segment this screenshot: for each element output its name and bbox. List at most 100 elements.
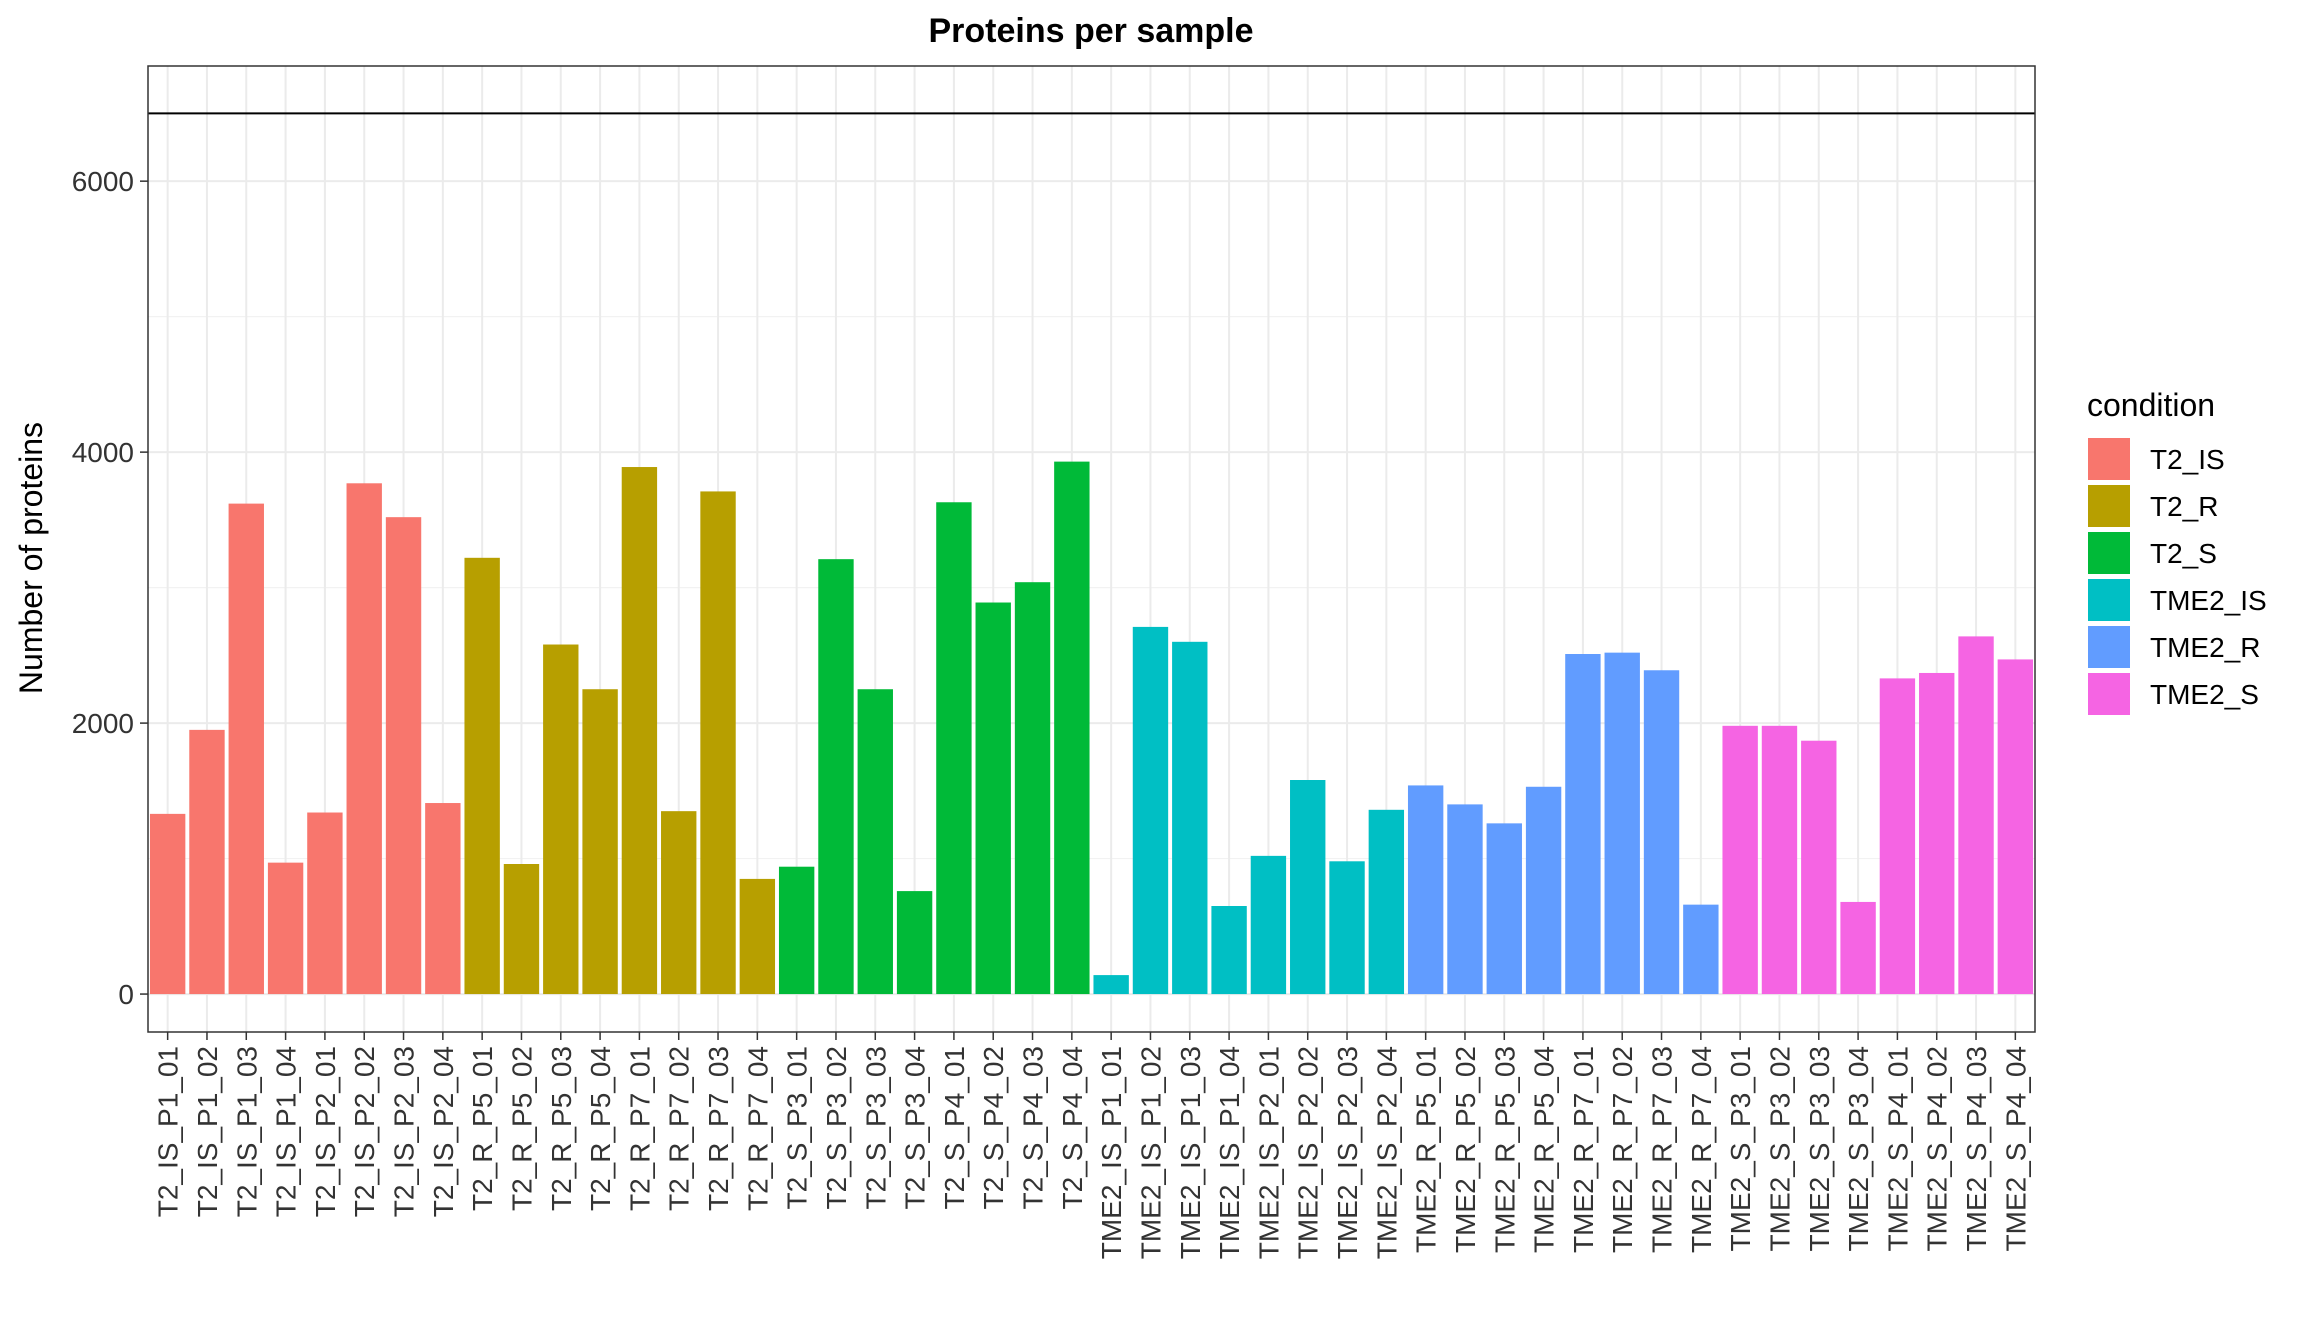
x-tick-label: TME2_R_P7_03 [1647, 1046, 1678, 1253]
x-tick-label: TME2_R_P7_04 [1686, 1046, 1717, 1253]
bar [1407, 785, 1444, 995]
x-tick-label: TME2_S_P4_03 [1961, 1046, 1992, 1251]
x-tick-label: TME2_S_P4_01 [1882, 1046, 1913, 1251]
x-tick-label: T2_IS_P1_03 [231, 1046, 262, 1217]
y-axis: 0 2000 4000 6000 [72, 166, 148, 1010]
x-tick-label: T2_R_P5_01 [467, 1046, 498, 1211]
x-tick-label: T2_R_P5_04 [585, 1046, 616, 1211]
bar [1722, 725, 1758, 995]
x-tick-label: T2_S_P3_04 [900, 1046, 931, 1209]
bar [1879, 678, 1916, 995]
x-tick-label: TME2_S_P3_04 [1843, 1046, 1874, 1251]
bar [1643, 670, 1680, 995]
x-tick-label: T2_S_P4_01 [939, 1046, 970, 1209]
panel-border [147, 65, 2036, 1033]
bar [228, 503, 264, 995]
legend: condition T2_IS T2_R T2_S TME2_IS TME2_R TME2_… [2087, 387, 2267, 715]
x-tick-label: T2_R_P5_03 [546, 1046, 577, 1211]
x-tick-label: T2_R_P5_02 [506, 1046, 537, 1211]
x-tick-label: T2_IS_P1_02 [192, 1046, 223, 1217]
bar [582, 689, 618, 995]
x-tick-label: TME2_S_P3_02 [1764, 1046, 1795, 1251]
bar [1761, 725, 1798, 995]
bar [346, 483, 382, 995]
bar [149, 813, 186, 995]
x-tick-label: T2_R_P7_04 [742, 1046, 773, 1211]
legend-swatch [2088, 626, 2130, 668]
x-tick-label: T2_IS_P2_03 [389, 1046, 420, 1217]
x-tick-label: TME2_IS_P2_02 [1293, 1046, 1324, 1259]
x-tick-label: T2_IS_P1_01 [153, 1046, 184, 1217]
x-tick-label: T2_S_P3_03 [860, 1046, 891, 1209]
x-tick-label: TME2_IS_P1_04 [1214, 1046, 1245, 1259]
y-tick-label: 2000 [72, 708, 134, 739]
x-tick-label: T2_S_P4_02 [978, 1046, 1009, 1209]
legend-label: TME2_IS [2150, 585, 2267, 616]
bar [1014, 582, 1051, 995]
bar [857, 689, 893, 995]
y-tick-label: 6000 [72, 166, 134, 197]
bar [1211, 906, 1247, 995]
bar [621, 467, 658, 995]
x-tick-label: T2_R_P7_02 [664, 1046, 695, 1211]
bar [1329, 861, 1365, 995]
bar [936, 502, 972, 995]
bar [778, 866, 815, 995]
x-tick-label: TME2_R_P7_01 [1568, 1046, 1599, 1253]
bar [818, 559, 854, 995]
x-tick-label: TME2_S_P3_01 [1725, 1046, 1756, 1251]
x-tick-label: TME2_IS_P2_04 [1371, 1046, 1402, 1259]
legend-label: TME2_S [2150, 679, 2259, 710]
bar [896, 891, 933, 995]
bar [267, 862, 304, 995]
bar [385, 517, 422, 995]
bar [975, 602, 1011, 995]
x-tick-label: T2_R_P7_01 [624, 1046, 655, 1211]
bar [700, 491, 736, 995]
legend-title: condition [2087, 387, 2215, 423]
x-tick-label: TME2_R_P5_01 [1411, 1046, 1442, 1253]
bar [1801, 740, 1837, 995]
bar [1054, 461, 1090, 995]
bar [543, 644, 579, 995]
bar [464, 557, 500, 995]
bar [1604, 652, 1640, 995]
bar [503, 864, 540, 995]
y-tick-label: 0 [118, 979, 134, 1010]
x-axis: T2_IS_P1_01 T2_IS_P1_02 T2_IS_P1_03 T2_IS_P… [153, 1032, 2031, 1259]
legend-label: T2_R [2150, 491, 2218, 522]
x-tick-label: T2_IS_P2_02 [349, 1046, 380, 1217]
bar [1919, 672, 1955, 995]
x-tick-label: TME2_S_P4_02 [1922, 1046, 1953, 1251]
bar [1172, 641, 1208, 995]
x-tick-label: T2_IS_P1_04 [271, 1046, 302, 1217]
x-tick-label: TME2_S_P4_04 [2000, 1046, 2031, 1251]
x-tick-label: TME2_IS_P2_03 [1332, 1046, 1363, 1259]
bar [307, 812, 343, 995]
y-axis-label: Number of proteins [13, 422, 49, 694]
x-tick-label: T2_S_P4_04 [1057, 1046, 1088, 1209]
legend-label: T2_IS [2150, 444, 2225, 475]
bar [1250, 855, 1287, 995]
legend-swatch [2088, 485, 2130, 527]
x-tick-label: T2_S_P4_03 [1018, 1046, 1049, 1209]
bar [1290, 780, 1326, 995]
x-tick-label: T2_R_P7_03 [703, 1046, 734, 1211]
x-tick-label: T2_IS_P2_04 [428, 1046, 459, 1217]
x-tick-label: TME2_IS_P1_01 [1096, 1046, 1127, 1259]
x-tick-label: TME2_R_P5_04 [1529, 1046, 1560, 1253]
bar [661, 811, 697, 995]
bar [739, 878, 776, 995]
bars [149, 461, 2034, 995]
bar [189, 729, 225, 995]
x-tick-label: TME2_IS_P1_02 [1135, 1046, 1166, 1259]
legend-label: TME2_R [2150, 632, 2260, 663]
bar [1368, 809, 1405, 995]
bar [1683, 904, 1719, 995]
legend-swatch [2088, 673, 2130, 715]
bar [1486, 823, 1522, 995]
legend-swatch [2088, 532, 2130, 574]
x-tick-label: TME2_S_P3_03 [1804, 1046, 1835, 1251]
bar [1525, 786, 1562, 995]
